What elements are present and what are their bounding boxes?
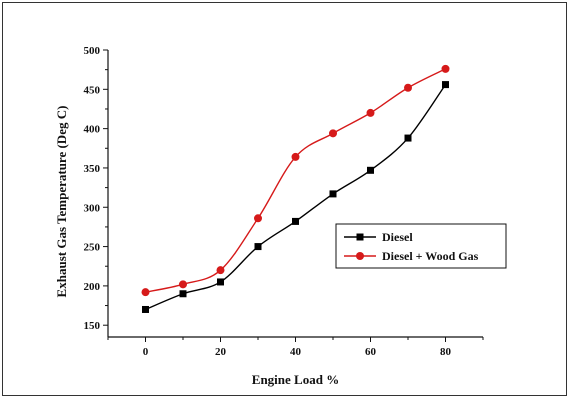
x-tick-label: 60 [365,346,377,358]
data-point-diesel [442,81,449,89]
legend-box [335,223,507,269]
y-tick-label: 400 [84,124,101,136]
legend-marker-diesel-wood-gas [356,252,364,260]
y-tick-label: 350 [84,163,101,175]
series [141,64,450,313]
x-tick-label: 80 [440,346,452,358]
data-point-diesel [142,305,149,313]
y-tick-label: 200 [84,281,101,293]
figure-frame [2,2,567,396]
y-tick-label: 250 [84,242,101,254]
legend-label-diesel-wood-gas: Diesel + Wood Gas [382,249,479,263]
legend: Diesel Diesel + Wood Gas [335,223,507,269]
y-tick-label: 500 [84,45,101,57]
y-axis-title: Exhaust Gas Temperature (Deg C) [54,106,69,298]
legend-label-diesel: Diesel [382,230,413,244]
x-tick-label: 40 [290,346,302,358]
x-tick-label: 0 [143,346,149,358]
y-tick-label: 300 [84,202,101,214]
data-point-diesel-wood-gas [366,108,375,117]
data-point-diesel [404,134,412,142]
x-axis-title: Engine Load % [252,372,339,387]
y-tick-label: 450 [84,84,101,96]
data-point-diesel-wood-gas [441,64,450,73]
x-tick-label: 20 [215,346,227,358]
data-point-diesel-wood-gas [329,129,337,138]
axes [107,50,483,338]
data-point-diesel [367,166,374,174]
ticks: 0 20 40 60 80 150 200 250 300 350 400 450 500 [84,45,484,358]
data-point-diesel-wood-gas [216,266,225,275]
series-line-diesel [145,84,447,311]
y-tick-label: 150 [84,320,101,332]
data-point-diesel [179,290,187,298]
data-point-diesel-wood-gas [141,288,150,297]
data-point-diesel [254,243,262,251]
data-point-diesel-wood-gas [254,214,262,223]
data-point-diesel-wood-gas [179,280,187,289]
data-point-diesel-wood-gas [404,83,412,92]
data-point-diesel [217,278,224,286]
data-point-diesel [329,190,337,198]
legend-marker-diesel [356,233,364,241]
data-point-diesel [292,217,299,225]
data-point-diesel-wood-gas [291,152,300,161]
